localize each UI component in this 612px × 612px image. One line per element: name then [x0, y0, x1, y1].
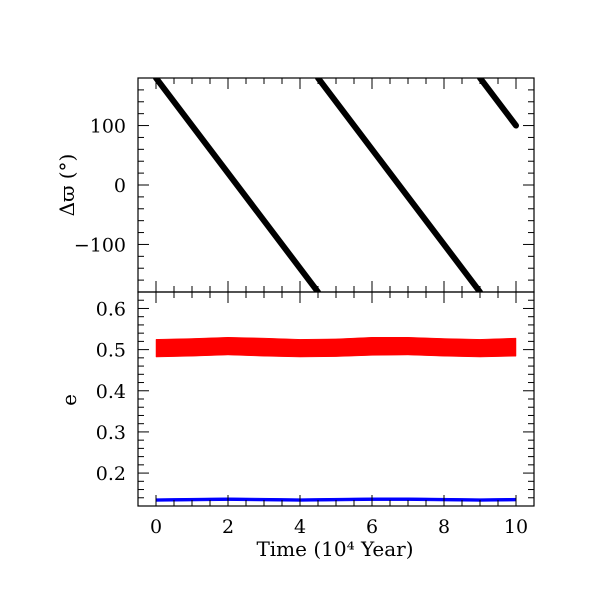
top-y-axis-label: Δϖ (°): [55, 154, 79, 217]
top-panel: −100 0 100: [74, 77, 535, 293]
x-tick-label: 2: [222, 516, 234, 538]
bottom-y-tick-label: 0.5: [96, 340, 126, 362]
x-axis-label: Time (10⁴ Year): [256, 537, 413, 561]
x-tick-label: 10: [504, 516, 528, 538]
bottom-y-axis-label: e: [57, 394, 81, 406]
bottom-y-tick-label: 0.4: [96, 381, 126, 403]
eccentricity-band-red: [155, 337, 517, 358]
bottom-y-tick-label: 0.2: [96, 463, 126, 485]
top-y-tick-label: 100: [90, 116, 126, 138]
top-frame: [137, 77, 535, 293]
top-y-tick-label: −100: [74, 234, 126, 256]
bottom-panel: 0 2 4 6 8 10 0.2 0.3 0.4 0.5 0.6: [96, 291, 535, 538]
delta-varpi-segment-2: [315, 78, 483, 292]
x-tick-label: 0: [150, 516, 162, 538]
x-tick-label: 6: [366, 516, 378, 538]
bottom-y-tick-label: 0.3: [96, 422, 126, 444]
x-tick-label: 4: [294, 516, 306, 538]
top-y-tick-label: 0: [114, 175, 126, 197]
top-series-group: [153, 78, 519, 292]
bottom-y-tick-label: 0.6: [96, 298, 126, 320]
x-tick-label: 8: [438, 516, 450, 538]
delta-varpi-segment-3: [477, 78, 519, 129]
bottom-frame: [137, 291, 535, 507]
delta-varpi-segment-1: [153, 78, 321, 292]
